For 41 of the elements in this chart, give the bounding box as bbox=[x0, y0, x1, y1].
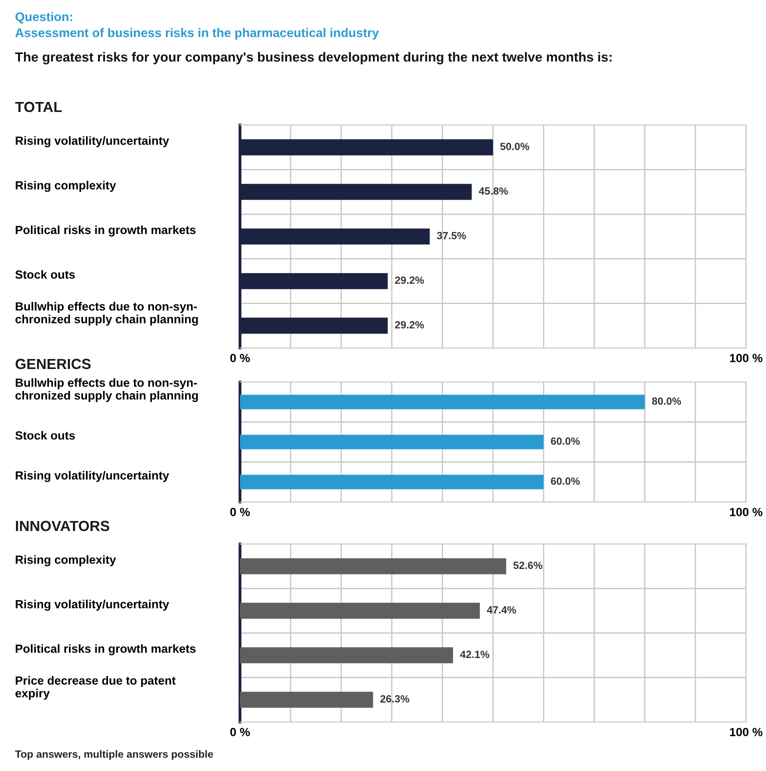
text: INNOVATORS bbox=[16, 520, 110, 532]
data-label: 50.0% bbox=[500, 142, 530, 150]
y-tick-label: Rising complexity bbox=[16, 555, 116, 566]
data-label: 60.0% bbox=[550, 477, 580, 485]
text: Top answers, multiple answers possible bbox=[15, 750, 214, 760]
data-label: 26.3% bbox=[380, 695, 410, 703]
data-label: 80.0% bbox=[652, 397, 682, 405]
bar bbox=[240, 692, 374, 708]
data-label: 52.6% bbox=[513, 562, 542, 570]
data-label: 45.8% bbox=[478, 187, 508, 195]
data-label: 60.0% bbox=[550, 437, 580, 445]
x-tick-label: 0 % bbox=[230, 354, 250, 362]
y-tick-label: Political risks in growth markets bbox=[16, 225, 196, 236]
y-tick-label: Bullwhip effects due to non-syn- chronized supply chain planning bbox=[15, 378, 198, 402]
text: Assessment of business risks in the pharmaceutical industry bbox=[15, 28, 379, 40]
text: GENERICS bbox=[16, 358, 91, 370]
x-tick-label: 0 % bbox=[230, 728, 250, 736]
data-label: 47.4% bbox=[486, 606, 516, 614]
y-tick-label: Price decrease due to patent expiry bbox=[15, 676, 176, 700]
x-tick-label: 100 % bbox=[730, 728, 762, 736]
x-tick-label: 100 % bbox=[730, 508, 762, 516]
y-tick-label: Rising complexity bbox=[16, 180, 116, 192]
bar bbox=[240, 602, 480, 619]
data-label: 42.1% bbox=[460, 650, 490, 658]
data-label: 29.2% bbox=[395, 321, 424, 328]
text: The greatest risks for your company's business development during the next twelve months is: bbox=[15, 52, 612, 64]
y-tick-label: Bullwhip effects due to non-syn- chronized supply chain planning bbox=[15, 302, 198, 326]
x-tick-label: 100 % bbox=[730, 354, 762, 362]
y-tick-label: Rising volatility/uncertainty bbox=[16, 600, 170, 611]
y-tick-label: Rising volatility/uncertainty bbox=[16, 136, 170, 148]
x-tick-label: 0 % bbox=[230, 508, 250, 516]
data-label: 37.5% bbox=[436, 232, 466, 240]
bar bbox=[240, 647, 454, 664]
text: Question: bbox=[16, 12, 72, 24]
y-tick-label: Political risks in growth markets bbox=[16, 644, 196, 656]
data-label: 29.2% bbox=[395, 276, 424, 284]
y-tick-label: Rising volatility/uncertainty bbox=[16, 470, 170, 482]
y-tick-label: Stock outs bbox=[15, 270, 75, 279]
y-tick-label: Stock outs bbox=[15, 430, 75, 440]
text: TOTAL bbox=[15, 102, 62, 112]
bar bbox=[240, 558, 506, 574]
